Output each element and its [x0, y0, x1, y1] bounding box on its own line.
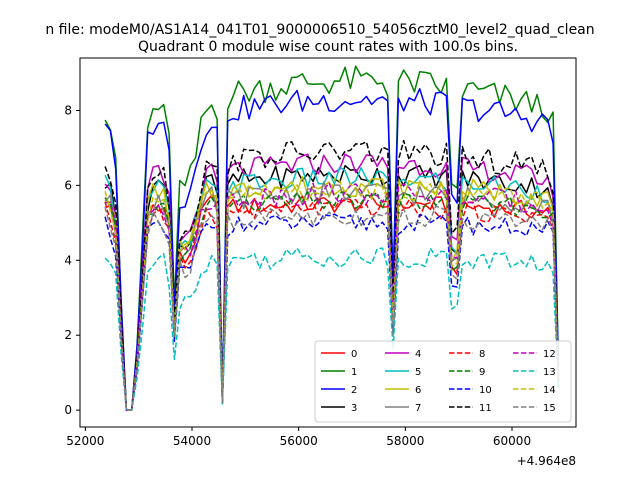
- legend-box: [314, 340, 572, 423]
- y-tick-label: 0: [64, 403, 72, 417]
- series-line-10: [104, 213, 560, 411]
- x-tick-label: 58000: [386, 434, 424, 448]
- x-axis: 52000 54000 56000 58000 60000: [66, 427, 531, 448]
- legend-label-6: 6: [415, 385, 421, 396]
- series-line-11: [104, 139, 560, 411]
- legend-label-10: 10: [479, 385, 492, 396]
- series-line-13: [104, 247, 560, 411]
- series-line-8: [104, 198, 560, 411]
- y-tick-label: 6: [64, 178, 72, 192]
- legend-label-2: 2: [351, 385, 357, 396]
- series-line-1: [104, 65, 560, 411]
- x-tick-label: 60000: [493, 434, 531, 448]
- legend-label-9: 9: [479, 367, 485, 378]
- legend-label-5: 5: [415, 367, 421, 378]
- legend-label-15: 15: [543, 403, 556, 414]
- y-tick-label: 2: [64, 328, 72, 342]
- legend-label-12: 12: [543, 349, 556, 360]
- legend-label-14: 14: [543, 385, 556, 396]
- x-tick-label: 56000: [280, 434, 318, 448]
- series-line-5: [104, 166, 560, 411]
- legend-label-7: 7: [415, 403, 421, 414]
- figure-suptitle: n file: modeM0/AS1A14_041T01_9000006510_…: [45, 22, 594, 38]
- series-line-15: [104, 205, 560, 411]
- legend-label-11: 11: [479, 403, 492, 414]
- x-tick-label: 52000: [66, 434, 104, 448]
- legend-label-4: 4: [415, 349, 421, 360]
- chart-title: Quadrant 0 module wise count rates with …: [138, 39, 518, 55]
- legend-label-1: 1: [351, 367, 357, 378]
- x-tick-label: 54000: [173, 434, 211, 448]
- series-group: [104, 65, 560, 411]
- series-line-14: [104, 177, 560, 411]
- x-offset-label: +4.964e8: [517, 454, 576, 468]
- y-tick-label: 4: [64, 253, 72, 267]
- legend-label-8: 8: [479, 349, 485, 360]
- legend-label-0: 0: [351, 349, 357, 360]
- plot-frame: [79, 57, 577, 428]
- series-line-2: [104, 88, 560, 411]
- legend-label-3: 3: [351, 403, 357, 414]
- legend-label-13: 13: [543, 367, 556, 378]
- y-axis: 0 2 4 6 8: [64, 103, 80, 417]
- y-tick-label: 8: [64, 103, 72, 117]
